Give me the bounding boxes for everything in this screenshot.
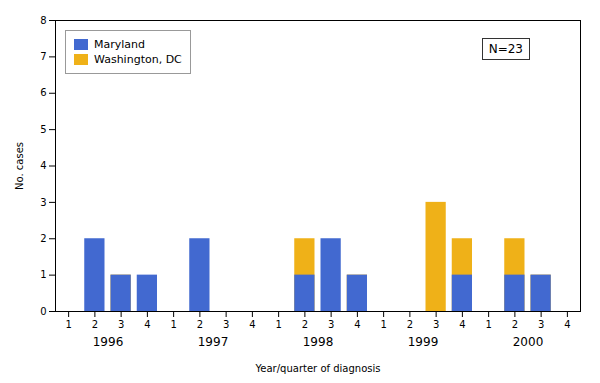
svg-text:3: 3 [223, 319, 229, 330]
svg-text:3: 3 [433, 319, 439, 330]
svg-text:4: 4 [40, 160, 46, 171]
svg-text:3: 3 [328, 319, 334, 330]
svg-text:1999: 1999 [408, 335, 439, 349]
svg-text:4: 4 [249, 319, 255, 330]
html-text:Maryland: Maryland [94, 38, 145, 51]
svg-text:1: 1 [65, 319, 71, 330]
svg-text:4: 4 [354, 319, 360, 330]
svg-text:2: 2 [407, 319, 413, 330]
svg-text:0: 0 [40, 306, 46, 317]
svg-text:Year/quarter of diagnosis: Year/quarter of diagnosis [255, 363, 381, 374]
svg-text:1998: 1998 [303, 335, 334, 349]
svg-text:1: 1 [40, 269, 46, 280]
svg-text:3: 3 [118, 319, 124, 330]
svg-text:3: 3 [40, 197, 46, 208]
svg-text:8: 8 [40, 15, 46, 26]
svg-text:7: 7 [40, 51, 46, 62]
svg-text:1: 1 [275, 319, 281, 330]
html-text:N=23: N=23 [488, 42, 523, 56]
svg-text:2000: 2000 [513, 335, 544, 349]
svg-text:3: 3 [538, 319, 544, 330]
svg-text:No. cases: No. cases [14, 142, 25, 190]
svg-text:1997: 1997 [198, 335, 229, 349]
svg-text:2: 2 [512, 319, 518, 330]
svg-text:4: 4 [459, 319, 465, 330]
svg-text:5: 5 [40, 124, 46, 135]
html-text:Washington, DC: Washington, DC [94, 53, 182, 66]
svg-text:2: 2 [302, 319, 308, 330]
svg-text:1: 1 [485, 319, 491, 330]
svg-text:2: 2 [92, 319, 98, 330]
svg-text:4: 4 [144, 319, 150, 330]
svg-text:1: 1 [170, 319, 176, 330]
svg-text:4: 4 [564, 319, 570, 330]
svg-text:1996: 1996 [93, 335, 124, 349]
svg-text:6: 6 [40, 87, 46, 98]
svg-text:1: 1 [380, 319, 386, 330]
svg-text:2: 2 [197, 319, 203, 330]
svg-text:2: 2 [40, 233, 46, 244]
